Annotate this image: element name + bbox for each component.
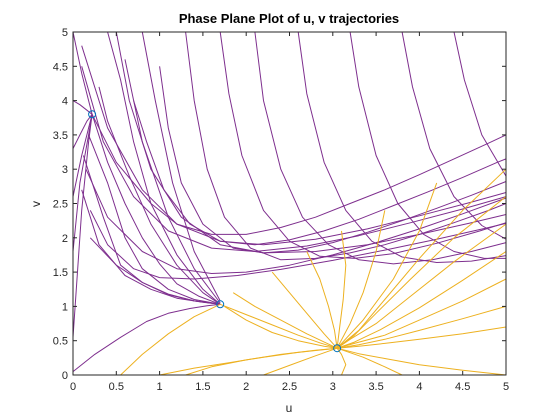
trajectory-purple-13 <box>89 237 221 305</box>
trajectory-yellow-47 <box>306 251 338 349</box>
trajectory-purple-29 <box>115 31 507 254</box>
trajectory-purple-16 <box>91 114 507 235</box>
y-tick-label-9: 4.5 <box>53 61 68 73</box>
trajectory-yellow-46 <box>271 271 338 349</box>
trajectory-purple-8 <box>98 86 221 305</box>
trajectory-purple-18 <box>159 66 507 254</box>
trajectory-yellow-37 <box>336 347 403 376</box>
y-tick-label-8: 4 <box>62 96 68 108</box>
x-tick-label-8: 4 <box>416 381 422 393</box>
y-tick-label-5: 2.5 <box>53 199 68 211</box>
trajectory-yellow-33 <box>336 347 507 376</box>
trajectory-purple-6 <box>72 303 221 372</box>
trajectory-yellow-51 <box>224 305 338 349</box>
trajectory-purple-0 <box>72 31 93 115</box>
trajectory-purple-19 <box>185 31 507 261</box>
chart-title: Phase Plane Plot of u, v trajectories <box>179 11 399 26</box>
x-tick-label-2: 1 <box>157 381 163 393</box>
x-axis-label: u <box>286 401 293 415</box>
x-tick-label-4: 2 <box>243 381 249 393</box>
y-axis-label: v <box>29 201 43 207</box>
trajectory-yellow-32 <box>220 303 338 349</box>
trajectory-yellow-44 <box>337 326 507 349</box>
trajectory-yellow-40 <box>336 223 507 349</box>
trajectory-yellow-45 <box>232 292 338 349</box>
trajectory-yellow-38 <box>336 168 507 349</box>
x-tick-label-10: 5 <box>503 381 509 393</box>
trajectory-layer <box>72 31 507 376</box>
x-tick-label-1: 0.5 <box>109 381 124 393</box>
trajectory-purple-2 <box>72 113 93 149</box>
trajectory-yellow-41 <box>336 251 507 349</box>
y-tick-label-1: 0.5 <box>53 336 68 348</box>
plot-area <box>73 32 506 375</box>
trajectory-purple-15 <box>141 31 221 302</box>
trajectory-yellow-50 <box>336 182 438 349</box>
y-tick-label-0: 0 <box>62 370 68 382</box>
x-tick-label-6: 3 <box>330 381 336 393</box>
trajectory-purple-17 <box>133 100 507 246</box>
trajectory-purple-3 <box>72 114 93 197</box>
trajectory-yellow-48 <box>336 230 347 349</box>
trajectory-yellow-35 <box>263 347 338 376</box>
trajectory-purple-21 <box>219 31 507 259</box>
y-tick-label-2: 1 <box>62 301 68 313</box>
trajectory-yellow-42 <box>336 278 507 349</box>
trajectory-purple-24 <box>349 31 506 259</box>
equilibrium-point-2 <box>333 344 342 353</box>
trajectory-purple-23 <box>297 31 507 263</box>
x-tick-label-7: 3.5 <box>368 381 383 393</box>
trajectory-purple-7 <box>91 114 221 305</box>
trajectory-purple-26 <box>453 31 507 177</box>
trajectory-purple-5 <box>72 114 93 338</box>
x-tick-label-3: 1.5 <box>195 381 210 393</box>
x-tick-label-5: 2.5 <box>282 381 297 393</box>
trajectory-purple-22 <box>254 31 507 265</box>
equilibrium-point-0 <box>88 110 97 119</box>
trajectory-yellow-49 <box>336 210 386 349</box>
y-tick-label-6: 3 <box>62 164 68 176</box>
y-tick-label-3: 1.5 <box>53 267 68 279</box>
y-tick-label-4: 2 <box>62 233 68 245</box>
trajectory-yellow-31 <box>120 303 221 376</box>
trajectory-yellow-39 <box>336 196 507 349</box>
trajectory-purple-20 <box>85 168 507 274</box>
trajectory-purple-30 <box>89 210 507 280</box>
y-tick-label-10: 5 <box>62 27 68 39</box>
equilibrium-point-1 <box>216 300 225 309</box>
y-axis-ticks: 0 0.5 1 1.5 2 2.5 3 3.5 4 4.5 5 <box>53 27 506 382</box>
trajectory-purple-27 <box>81 45 507 246</box>
equilibrium-markers <box>88 110 342 353</box>
x-axis-ticks: 0 0.5 1 1.5 2 2.5 3 3.5 4 4.5 5 <box>70 32 509 393</box>
trajectory-yellow-52 <box>159 347 338 376</box>
trajectory-yellow-43 <box>337 305 507 349</box>
x-tick-label-9: 4.5 <box>455 381 470 393</box>
trajectory-purple-10 <box>88 134 221 305</box>
x-tick-label-0: 0 <box>70 381 76 393</box>
y-tick-label-7: 3.5 <box>53 130 68 142</box>
